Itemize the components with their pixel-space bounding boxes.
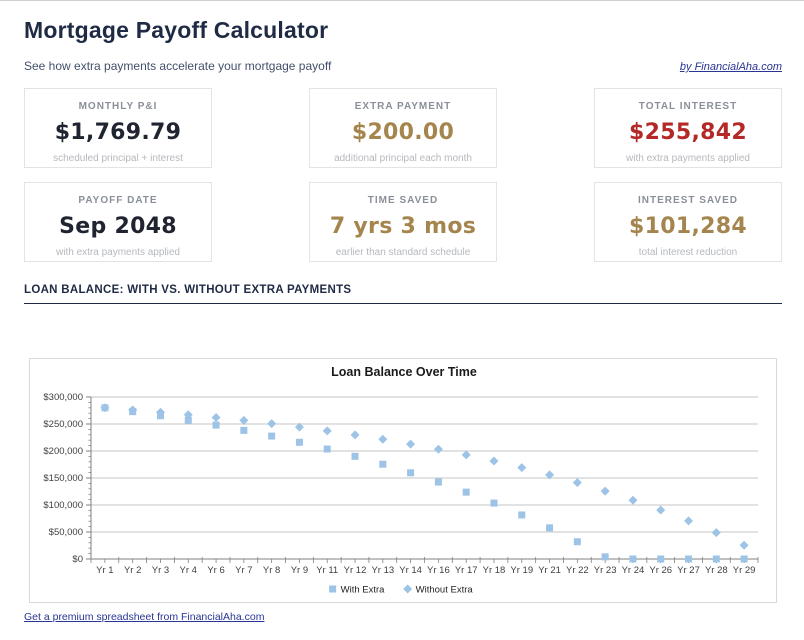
svg-text:Yr 11: Yr 11 — [316, 565, 338, 576]
subtitle-row: See how extra payments accelerate your m… — [24, 59, 782, 73]
svg-text:$250,000: $250,000 — [43, 419, 83, 430]
svg-text:$150,000: $150,000 — [43, 473, 83, 484]
svg-text:Without Extra: Without Extra — [416, 584, 474, 595]
svg-text:Yr 23: Yr 23 — [594, 565, 617, 576]
stat-card-value: $200.00 — [351, 120, 455, 145]
footer-link[interactable]: Get a premium spreadsheet from Financial… — [24, 611, 265, 623]
stat-card-label: MONTHLY P&I — [78, 101, 158, 112]
section-heading: LOAN BALANCE: WITH VS. WITHOUT EXTRA PAY… — [24, 284, 352, 296]
stat-card-extra-payment: EXTRA PAYMENT $200.00 additional princip… — [309, 88, 497, 168]
svg-text:Yr 17: Yr 17 — [455, 565, 478, 576]
stat-card-label: TIME SAVED — [367, 195, 439, 206]
loan-balance-chart: $300,000 $250,000 $200,000 $150,000 $100,000… — [43, 365, 759, 595]
stat-card-label: EXTRA PAYMENT — [354, 101, 452, 112]
stat-card-caption: scheduled principal + interest — [53, 153, 183, 164]
svg-text:Yr 12: Yr 12 — [344, 565, 367, 576]
chart-panel: $300,000 $250,000 $200,000 $150,000 $100,000… — [29, 358, 777, 603]
svg-text:Yr 28: Yr 28 — [705, 565, 728, 576]
svg-text:$200,000: $200,000 — [43, 446, 83, 457]
mortgage-payoff-calculator-page: Mortgage Payoff Calculator See how extra… — [0, 16, 804, 625]
stat-card-caption: earlier than standard schedule — [335, 247, 471, 258]
stat-card-caption: with extra payments applied — [626, 153, 750, 164]
svg-text:Yr 27: Yr 27 — [677, 565, 700, 576]
svg-text:$0: $0 — [72, 554, 83, 565]
stat-card-label: INTEREST SAVED — [638, 195, 738, 206]
series-with-extra — [101, 404, 748, 563]
svg-text:Yr 24: Yr 24 — [622, 565, 645, 576]
page-title: Mortgage Payoff Calculator — [24, 17, 329, 43]
stat-card-monthly-pi: MONTHLY P&I $1,769.79 scheduled principa… — [24, 88, 212, 168]
svg-text:Yr 4: Yr 4 — [180, 565, 197, 576]
stat-card-caption: with extra payments applied — [56, 247, 180, 258]
axes — [86, 396, 759, 563]
stat-card-caption: total interest reduction — [638, 247, 738, 258]
svg-text:With Extra: With Extra — [341, 584, 386, 595]
legend-item: With Extra — [329, 584, 385, 595]
stat-card-time-saved: TIME SAVED 7 yrs 3 mos earlier than stan… — [309, 182, 497, 262]
stat-card-value: 7 yrs 3 mos — [329, 214, 477, 239]
stat-card-label: TOTAL INTEREST — [638, 101, 738, 112]
svg-text:Yr 22: Yr 22 — [566, 565, 589, 576]
series-without-extra — [100, 403, 749, 550]
stat-card-value: $255,842 — [629, 120, 747, 145]
stat-card-interest-saved: INTEREST SAVED $101,284 total interest r… — [594, 182, 782, 262]
svg-text:$300,000: $300,000 — [43, 392, 83, 403]
svg-text:Yr 8: Yr 8 — [263, 565, 280, 576]
svg-text:Yr 21: Yr 21 — [538, 565, 561, 576]
svg-text:Yr 18: Yr 18 — [483, 565, 506, 576]
svg-text:Yr 3: Yr 3 — [152, 565, 169, 576]
stat-card-value: Sep 2048 — [59, 214, 177, 239]
svg-text:Yr 14: Yr 14 — [399, 565, 422, 576]
stat-card-value: $101,284 — [629, 214, 747, 239]
y-axis-labels: $300,000 $250,000 $200,000 $150,000 $100,000… — [43, 392, 83, 565]
svg-text:Yr 29: Yr 29 — [733, 565, 756, 576]
svg-text:$50,000: $50,000 — [49, 527, 83, 538]
stat-cards-grid: MONTHLY P&I $1,769.79 scheduled principa… — [24, 88, 782, 262]
svg-text:$100,000: $100,000 — [43, 500, 83, 511]
legend-item: Without Extra — [403, 584, 473, 595]
svg-text:Yr 13: Yr 13 — [371, 565, 394, 576]
stat-card-caption: additional principal each month — [334, 153, 472, 164]
svg-text:Yr 9: Yr 9 — [291, 565, 308, 576]
byline-link[interactable]: by FinancialAha.com — [679, 61, 782, 73]
stat-card-total-interest: TOTAL INTEREST $255,842 with extra payme… — [594, 88, 782, 168]
svg-text:Yr 1: Yr 1 — [96, 565, 113, 576]
page-subtitle: See how extra payments accelerate your m… — [24, 59, 332, 73]
svg-text:Yr 26: Yr 26 — [649, 565, 672, 576]
chart-title: Loan Balance Over Time — [331, 365, 477, 379]
section-divider — [24, 303, 782, 304]
svg-text:Yr 6: Yr 6 — [207, 565, 224, 576]
svg-text:Yr 16: Yr 16 — [427, 565, 450, 576]
stat-card-label: PAYOFF DATE — [78, 195, 158, 206]
stat-card-payoff-date: PAYOFF DATE Sep 2048 with extra payments… — [24, 182, 212, 262]
chart-legend: With Extra Without Extra — [329, 584, 473, 595]
svg-text:Yr 7: Yr 7 — [235, 565, 252, 576]
stat-card-value: $1,769.79 — [54, 120, 182, 145]
svg-text:Yr 2: Yr 2 — [124, 565, 141, 576]
x-axis-labels: Yr 1 Yr 2 Yr 3 Yr 4 Yr 6 Yr 7 Yr 8 Yr 9 Yr 11 Yr … — [96, 565, 755, 576]
svg-text:Yr 19: Yr 19 — [510, 565, 533, 576]
